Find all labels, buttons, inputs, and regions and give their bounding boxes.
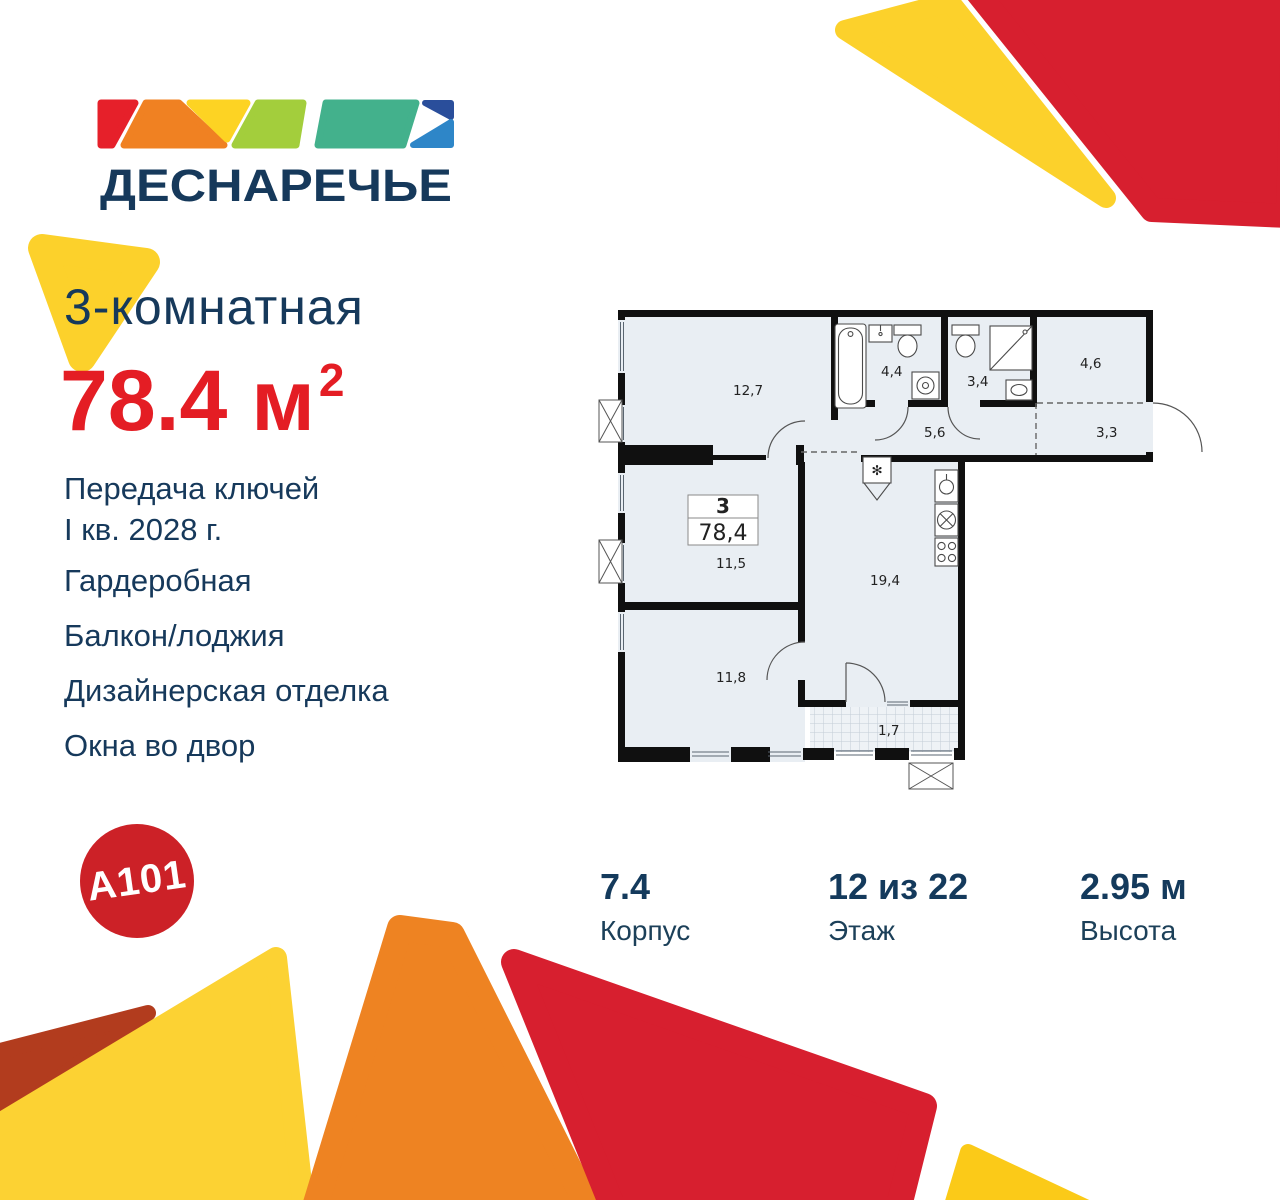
complex-name: ДЕСНАРЕЧЬЕ [100,160,452,211]
zone-dashed-lines [801,402,1146,455]
feature-list: Передача ключей I кв. 2028 г. Гардеробна… [64,468,389,785]
bathroom1-door-arc [874,406,909,441]
stat-ceiling-height-value: 2.95 м [1080,866,1187,907]
logo-mosaic-icon [97,99,454,149]
room-area-bedroom-top: 12,7 [733,383,763,399]
feature-design-finish: Дизайнерская отделка [64,673,389,708]
bathtub-icon [834,323,867,409]
stat-floor: 12 из 22 Этаж [828,866,968,947]
sink-icon [868,324,893,343]
vent-shaft-icon: ✻ [862,456,892,501]
room-area-bathroom-2: 3,4 [967,374,988,390]
washing-machine-icon [911,371,940,400]
handover-line2: I кв. 2028 г. [64,512,223,547]
room-area-balcony: 1,7 [878,723,899,739]
room-area-bathroom-1: 4,4 [881,364,902,380]
unit-badge-rooms: 3 [716,494,730,518]
balcony-door-arc [845,662,886,703]
handover-date: Передача ключей I кв. 2028 г. [64,468,389,550]
stat-building-label: Корпус [600,915,691,946]
toilet2-icon [951,324,980,358]
apartment-area: 78.4 м2 [60,352,345,451]
developer-logo-text: А101 [84,851,190,910]
area-superscript: 2 [318,354,345,406]
bathroom2-door-arc [947,406,981,440]
unit-badge-area: 78,4 [699,521,748,546]
room-area-wardrobe: 4,6 [1080,356,1101,372]
sink2-icon [1005,379,1033,401]
kitchen-stove-icon [934,537,959,567]
svg-text:✻: ✻ [871,463,882,479]
page-title: 3-комнатная [64,279,364,335]
feature-courtyard-windows: Окна во двор [64,728,256,763]
room-door-arc [766,641,806,681]
decor-yellow-small-bottom-right [945,1144,1090,1200]
entrance-door-arc [1152,402,1203,453]
door-arcs [766,402,1203,703]
stat-ceiling-height-label: Высота [1080,915,1177,946]
developer-logo: А101 [80,824,194,938]
complex-logo: ДЕСНАРЕЧЬЕ [97,99,454,211]
windows [620,322,952,757]
decor-orange-shape-bottom [303,915,600,1200]
stat-floor-value: 12 из 22 [828,866,969,907]
room-area-bedroom-mid: 11,5 [716,556,746,572]
room-area-kitchen-living: 19,4 [870,573,900,589]
decor-yellow-triangle-headline [28,234,160,372]
feature-wardrobe: Гардеробная [64,563,252,598]
stat-building-value: 7.4 [600,866,651,907]
room-area-hallway: 5,6 [924,425,945,441]
area-value: 78.4 [60,353,228,449]
toilet-icon [893,324,922,358]
feature-balcony: Балкон/лоджия [64,618,285,653]
floor-plan: ✻ 3 78,4 12,7 4,4 3,4 4,6 5,6 3,3 11,5 1… [598,310,1203,790]
fixtures: ✻ [834,323,1033,567]
room-labels: 12,7 4,4 3,4 4,6 5,6 3,3 11,5 19,4 11,8 … [716,356,1117,739]
room-area-bedroom-bottom: 11,8 [716,670,746,686]
kitchen-hob-icon [934,503,959,537]
shower-icon [989,325,1033,371]
area-unit: м [251,353,315,449]
decor-red-shape-bottom [501,949,937,1200]
kitchen-sink-icon [934,469,959,503]
handover-line1: Передача ключей [64,471,320,506]
shaft-boxes [598,399,954,790]
decor-yellow-triangle-bottom [0,947,314,1200]
stat-ceiling-height: 2.95 м Высота [1080,866,1187,947]
room-area-entry: 3,3 [1096,425,1117,441]
unit-badge: 3 78,4 [687,494,759,546]
corridor-door-arc [767,420,806,459]
decor-yellow-sliver-top-right [835,0,1116,208]
balcony-hatch [810,707,958,752]
decor-red-corner-top-right [967,0,1280,228]
stat-floor-label: Этаж [828,915,895,946]
stat-building: 7.4 Корпус [600,866,690,947]
